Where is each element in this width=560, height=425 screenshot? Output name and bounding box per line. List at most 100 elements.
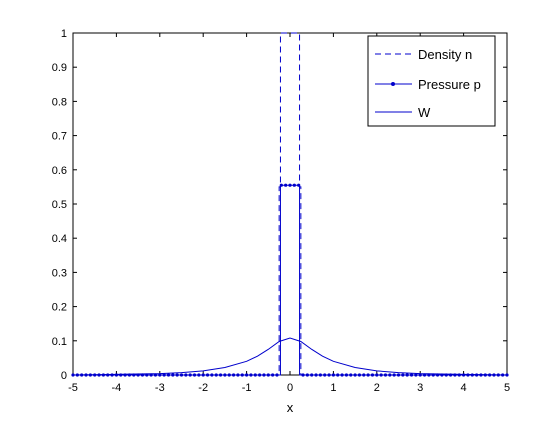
pressure-marker: [279, 183, 283, 187]
pressure-marker: [396, 373, 401, 377]
pressure-marker: [84, 373, 88, 377]
y-tick-label: 0.7: [52, 131, 67, 143]
pressure-marker: [383, 373, 388, 377]
x-tick-label: 5: [504, 382, 510, 394]
pressure-marker: [218, 373, 223, 377]
pressure-marker: [127, 373, 132, 377]
y-tick-label: 0.4: [52, 233, 67, 245]
pressure-marker: [275, 373, 279, 377]
pressure-marker: [496, 373, 500, 377]
pressure-marker: [318, 373, 322, 377]
pressure-marker: [162, 373, 166, 377]
y-tick-label: 0: [61, 370, 67, 382]
x-axis-label: x: [287, 400, 294, 415]
pressure-marker: [140, 373, 145, 377]
pressure-marker: [266, 373, 270, 377]
pressure-marker: [223, 373, 227, 377]
legend-density-label: Density n: [418, 47, 472, 62]
pressure-marker: [323, 373, 327, 377]
pressure-marker: [179, 373, 184, 377]
pressure-marker: [101, 373, 105, 377]
y-tick-label: 0.2: [52, 302, 67, 314]
pressure-marker: [249, 373, 253, 377]
pressure-marker: [414, 373, 418, 377]
pressure-marker: [166, 373, 171, 377]
pressure-marker: [422, 373, 427, 377]
pressure-marker: [192, 373, 197, 377]
legend-pressure-marker: [391, 82, 395, 86]
pressure-marker: [71, 373, 75, 377]
pressure-marker: [158, 373, 162, 377]
pressure-marker: [284, 183, 288, 187]
pressure-marker: [505, 373, 509, 377]
pressure-marker: [409, 373, 414, 377]
pressure-marker: [132, 373, 136, 377]
y-tick-label: 0.5: [52, 199, 67, 211]
x-tick-label: -1: [242, 382, 252, 394]
pressure-marker: [501, 373, 505, 377]
x-tick-label: 4: [461, 382, 467, 394]
pressure-marker: [245, 373, 249, 377]
pressure-marker: [97, 373, 101, 377]
pressure-marker: [253, 373, 257, 377]
pressure-marker: [227, 373, 231, 377]
pressure-marker: [75, 373, 79, 377]
pressure-marker: [171, 373, 175, 377]
pressure-marker: [401, 373, 405, 377]
pressure-marker: [431, 373, 435, 377]
pressure-marker: [292, 183, 296, 187]
pressure-marker: [258, 373, 262, 377]
pressure-marker: [188, 373, 192, 377]
pressure-marker: [340, 373, 344, 377]
legend-pressure-label: Pressure p: [418, 77, 481, 92]
x-tick-label: 1: [330, 382, 336, 394]
y-tick-label: 0.9: [52, 62, 67, 74]
pressure-marker: [475, 373, 479, 377]
pressure-marker: [119, 373, 123, 377]
pressure-marker: [110, 373, 114, 377]
pressure-marker: [488, 373, 492, 377]
pressure-marker: [366, 373, 370, 377]
pressure-marker: [236, 373, 240, 377]
pressure-marker: [80, 373, 84, 377]
y-tick-label: 0.8: [52, 96, 67, 108]
pressure-marker: [379, 373, 383, 377]
pressure-marker: [462, 373, 466, 377]
pressure-marker: [483, 373, 487, 377]
y-tick-label: 0.1: [52, 336, 67, 348]
x-tick-label: -3: [155, 382, 165, 394]
pressure-marker: [271, 373, 275, 377]
pressure-marker: [435, 373, 440, 377]
pressure-marker: [262, 373, 266, 377]
x-tick-label: -4: [112, 382, 122, 394]
pressure-marker: [444, 373, 448, 377]
y-tick-label: 0.6: [52, 165, 67, 177]
x-tick-label: -5: [68, 382, 78, 394]
pressure-marker: [201, 373, 205, 377]
pressure-marker: [392, 373, 396, 377]
legend-w-label: W: [418, 105, 431, 120]
pressure-marker: [153, 373, 158, 377]
y-tick-label: 1: [61, 28, 67, 40]
pressure-marker: [327, 373, 331, 377]
pressure-marker: [301, 373, 305, 377]
x-tick-label: 3: [417, 382, 423, 394]
pressure-marker: [492, 373, 496, 377]
pressure-marker: [297, 183, 301, 187]
pressure-marker: [214, 373, 218, 377]
pressure-marker: [314, 373, 318, 377]
pressure-marker: [184, 373, 188, 377]
pressure-marker: [305, 373, 309, 377]
pressure-marker: [336, 373, 340, 377]
pressure-marker: [375, 373, 379, 377]
y-tick-label: 0.3: [52, 267, 67, 279]
pressure-marker: [231, 373, 236, 377]
pressure-marker: [88, 373, 92, 377]
pressure-marker: [349, 373, 353, 377]
pressure-marker: [331, 373, 335, 377]
pressure-marker: [466, 373, 470, 377]
pressure-marker: [353, 373, 357, 377]
pressure-marker: [310, 373, 314, 377]
